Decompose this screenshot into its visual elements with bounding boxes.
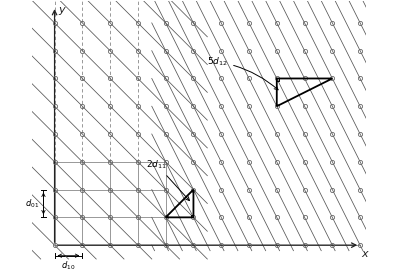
Text: $5d_{12}$: $5d_{12}$	[207, 56, 278, 90]
Text: $d_{01}$: $d_{01}$	[25, 197, 39, 210]
Text: $d_{10}$: $d_{10}$	[61, 260, 76, 272]
Text: $x$: $x$	[361, 249, 371, 259]
Text: $2d_{11}$: $2d_{11}$	[146, 158, 189, 201]
Text: $y$: $y$	[58, 5, 67, 17]
